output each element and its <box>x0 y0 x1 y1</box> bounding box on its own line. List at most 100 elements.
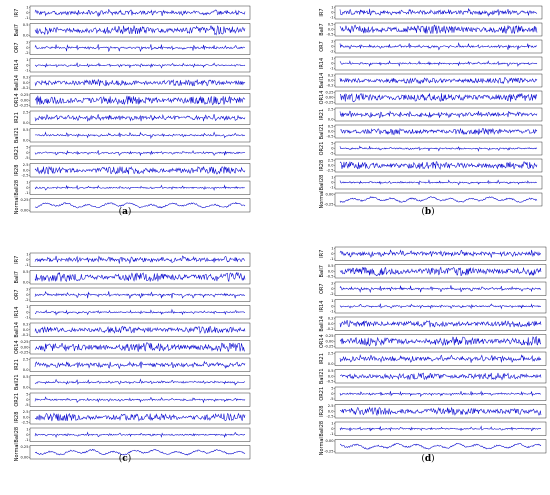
tick-label: 0.5 <box>23 128 29 132</box>
tick-label: 1 <box>331 299 333 303</box>
tick-label: 0.00 <box>20 345 29 349</box>
series-line-or21 <box>34 396 246 404</box>
series-label-ball7: Ball7 <box>319 265 325 277</box>
tick-label: 2.5 <box>328 108 334 112</box>
series-label-ir21: IR21 <box>14 359 20 370</box>
series-line-ir14 <box>34 62 246 69</box>
subplot-frame <box>29 252 251 267</box>
tick-label: -0.2 <box>21 333 28 337</box>
series-label-ball28: Ball28 <box>319 421 325 437</box>
series-line-ball14 <box>339 320 542 328</box>
tick-label: 1 <box>26 305 28 309</box>
subplot-frame <box>29 180 251 195</box>
series-label-ir21: IR21 <box>319 353 325 364</box>
tick-label: 0 <box>26 293 29 297</box>
series-label-or21: OR21 <box>319 387 325 401</box>
tick-label: -2.5 <box>326 169 333 173</box>
series-label-or14: OR14 <box>319 334 325 348</box>
caption-open: ( <box>119 453 123 464</box>
tick-label: -1 <box>25 69 29 73</box>
series-label-or21: OR21 <box>14 393 20 407</box>
series-label-or14: OR14 <box>14 340 20 354</box>
series-label-ir7: IR7 <box>319 8 325 16</box>
tick-label: 5 <box>26 146 28 150</box>
tick-label: 0 <box>26 46 29 50</box>
tick-label: 0.00 <box>20 209 29 213</box>
series-line-ir14 <box>339 60 538 67</box>
tick-label: 0.0 <box>328 362 334 366</box>
tick-label: 0 <box>331 45 334 49</box>
series-line-or14 <box>339 93 538 103</box>
series-line-ball28 <box>34 431 246 439</box>
series-label-ir14: IR14 <box>319 301 325 312</box>
series-label-ball7: Ball7 <box>14 271 20 283</box>
subplot-frame <box>29 145 251 160</box>
tick-label: -1 <box>25 191 29 195</box>
series-line-ball28 <box>339 179 538 186</box>
series-line-ir21 <box>339 354 542 363</box>
series-line-ball7 <box>339 24 538 34</box>
caption-close: ) <box>128 453 132 464</box>
tick-label: 0.0 <box>328 28 334 32</box>
tick-label: 0.25 <box>20 445 28 449</box>
tick-label: 0.00 <box>20 456 29 460</box>
series-line-ir21 <box>34 360 246 370</box>
subplot-frame <box>334 90 543 105</box>
series-label-ir14: IR14 <box>319 58 325 69</box>
tick-label: -0.25 <box>324 450 333 454</box>
subplot-frame <box>334 404 547 419</box>
series-line-ball21 <box>339 372 542 381</box>
series-label-ball7: Ball7 <box>14 24 20 36</box>
series-label-normal: Normal <box>319 190 325 208</box>
subplot-frame <box>334 351 547 366</box>
panel-caption: (a) <box>119 206 132 217</box>
series-label-or7: OR7 <box>319 283 325 294</box>
tick-label: 0.00 <box>20 98 29 102</box>
tick-label: 0.0 <box>23 386 29 390</box>
series-line-normal <box>339 443 542 450</box>
tick-label: 0.0 <box>23 415 29 419</box>
tick-label: 1 <box>26 428 28 432</box>
tick-label: -1 <box>330 310 334 314</box>
series-line-ball7 <box>34 24 246 36</box>
series-label-ir14: IR14 <box>14 60 20 71</box>
panel-caption: (d) <box>421 453 434 464</box>
series-label-ir28: IR28 <box>319 160 325 171</box>
series-line-ball28 <box>34 184 246 191</box>
series-label-or7: OR7 <box>14 289 20 300</box>
panel-caption: (b) <box>421 206 434 217</box>
tick-label: 0.5 <box>328 23 334 27</box>
subplot-frame <box>29 305 251 320</box>
series-label-normal: Normal <box>14 196 20 214</box>
series-label-normal: Normal <box>319 437 325 455</box>
caption-open: ( <box>421 453 425 464</box>
series-label-normal: Normal <box>14 443 20 461</box>
subplot-frame <box>334 175 543 190</box>
tick-label: -2 <box>330 292 334 296</box>
caption-close: ) <box>128 206 132 217</box>
subplot-frame <box>29 5 251 20</box>
tick-label: -1 <box>25 263 29 267</box>
subplot-frame <box>29 93 251 108</box>
series-line-or14 <box>34 342 246 353</box>
caption-close: ) <box>431 453 435 464</box>
tick-label: 0.0 <box>328 374 334 378</box>
tick-label: 0.0 <box>23 34 29 38</box>
subplot-frame <box>29 75 251 90</box>
series-label-ball14: Ball14 <box>14 75 20 91</box>
tick-label: 0.25 <box>20 198 28 202</box>
subplot-frame <box>29 427 251 442</box>
tick-label: 0.5 <box>328 264 334 268</box>
tick-label: -0.2 <box>326 84 333 88</box>
series-label-ball7: Ball7 <box>319 23 325 35</box>
series-line-ball21 <box>339 127 538 136</box>
tick-label: 0 <box>26 310 29 314</box>
series-line-ir21 <box>34 114 246 122</box>
tick-label: 5 <box>331 142 333 146</box>
subplot-frame <box>29 198 251 213</box>
tick-label: 0 <box>26 63 29 67</box>
series-label-ball28: Ball28 <box>319 175 325 191</box>
series-label-or7: OR7 <box>14 42 20 53</box>
